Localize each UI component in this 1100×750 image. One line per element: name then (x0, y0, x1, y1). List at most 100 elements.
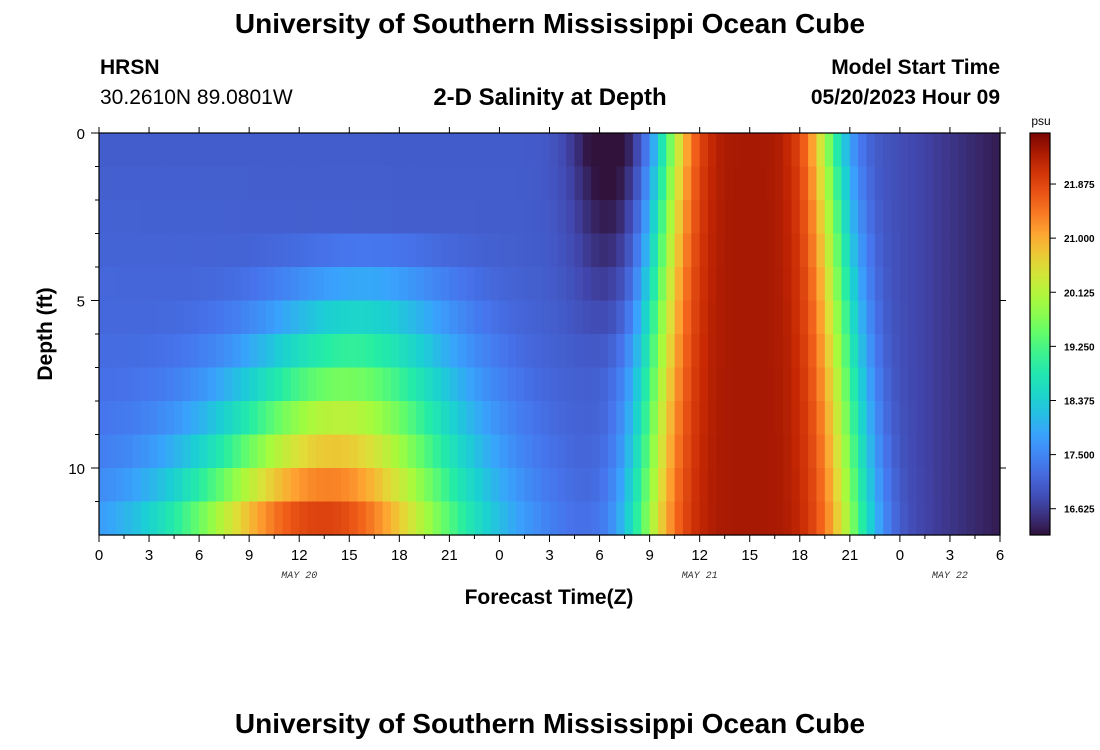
heatmap-cell (816, 133, 826, 168)
heatmap-cell (449, 501, 459, 536)
heatmap-cell (791, 200, 801, 235)
heatmap-cell (232, 200, 242, 235)
heatmap-cell (365, 367, 375, 402)
heatmap-cell (349, 200, 359, 235)
heatmap-cell (399, 200, 409, 235)
heatmap-cell (899, 200, 909, 235)
heatmap-cell (424, 133, 434, 168)
heatmap-cell (682, 267, 692, 302)
heatmap-cell (791, 334, 801, 369)
heatmap-cell (382, 334, 392, 369)
heatmap-cell (516, 133, 526, 168)
heatmap-cell (841, 468, 851, 503)
heatmap-cell (708, 200, 717, 235)
heatmap-cell (641, 367, 651, 402)
heatmap-cell (424, 166, 434, 201)
heatmap-cell (99, 501, 108, 536)
heatmap-cell (674, 133, 684, 168)
heatmap-cell (607, 468, 617, 503)
station-name: HRSN (100, 56, 160, 79)
heatmap-cell (441, 401, 450, 436)
heatmap-cell (716, 334, 726, 369)
heatmap-cell (432, 334, 442, 369)
heatmap-cell (265, 133, 275, 168)
heatmap-cell (132, 133, 142, 168)
heatmap-cell (824, 300, 834, 335)
heatmap-cell (315, 166, 325, 201)
heatmap-cell (232, 166, 242, 201)
heatmap-cell (499, 133, 509, 168)
heatmap-cell (991, 166, 1001, 201)
heatmap-cell (607, 200, 617, 235)
heatmap-cell (207, 468, 217, 503)
heatmap-cell (199, 300, 209, 335)
heatmap-cell (282, 267, 292, 302)
heatmap-cell (549, 166, 559, 201)
heatmap-cell (949, 434, 959, 469)
heatmap-cell (824, 200, 834, 235)
heatmap-cell (165, 166, 175, 201)
heatmap-cell (257, 367, 267, 402)
heatmap-cell (783, 334, 793, 369)
heatmap-cell (958, 267, 968, 302)
heatmap-cell (115, 233, 125, 268)
heatmap-cell (399, 133, 409, 168)
heatmap-cell (849, 133, 859, 168)
heatmap-cell (416, 200, 425, 235)
heatmap-cell (966, 501, 976, 536)
heatmap-cell (991, 267, 1001, 302)
heatmap-cell (374, 401, 384, 436)
heatmap-cell (974, 401, 984, 436)
heatmap-cell (657, 434, 667, 469)
heatmap-cell (507, 133, 517, 168)
heatmap-cell (966, 267, 976, 302)
heatmap-cell (382, 468, 392, 503)
heatmap-cell (232, 401, 242, 436)
heatmap-cell (941, 267, 951, 302)
heatmap-cell (941, 200, 951, 235)
heatmap-cell (749, 300, 759, 335)
heatmap-cell (149, 267, 158, 302)
heatmap-cell (249, 501, 259, 536)
heatmap-cell (457, 300, 467, 335)
heatmap-cell (783, 267, 793, 302)
heatmap-cell (891, 233, 901, 268)
heatmap-cell (566, 367, 576, 402)
heatmap-cell (682, 166, 692, 201)
heatmap-cell (808, 401, 818, 436)
heatmap-cell (474, 166, 484, 201)
heatmap-cell (99, 401, 108, 436)
heatmap-cell (382, 367, 392, 402)
heatmap-cell (941, 133, 951, 168)
heatmap-cell (549, 300, 559, 335)
heatmap-cell (657, 401, 667, 436)
heatmap-cell (883, 233, 893, 268)
heatmap-cell (666, 300, 676, 335)
heatmap-cell (933, 501, 943, 536)
heatmap-cell (657, 233, 667, 268)
heatmap-cell (399, 367, 409, 402)
heatmap-cell (282, 233, 292, 268)
heatmap-cell (716, 200, 726, 235)
heatmap-cell (132, 300, 142, 335)
heatmap-cell (349, 267, 359, 302)
heatmap-cell (274, 300, 284, 335)
heatmap-cell (132, 233, 142, 268)
heatmap-cell (599, 401, 609, 436)
heatmap-cell (441, 133, 450, 168)
heatmap-cell (883, 401, 893, 436)
heatmap-cell (307, 434, 317, 469)
heatmap-cell (466, 501, 476, 536)
heatmap-cell (541, 434, 551, 469)
heatmap-cell (157, 200, 167, 235)
heatmap-cell (808, 166, 818, 201)
heatmap-cell (140, 133, 150, 168)
heatmap-cell (274, 401, 284, 436)
heatmap-cell (240, 367, 250, 402)
heatmap-cell (399, 166, 409, 201)
heatmap-cell (390, 334, 400, 369)
heatmap-cell (432, 434, 442, 469)
heatmap-cell (966, 300, 976, 335)
heatmap-cell (132, 166, 142, 201)
heatmap-cell (657, 367, 667, 402)
